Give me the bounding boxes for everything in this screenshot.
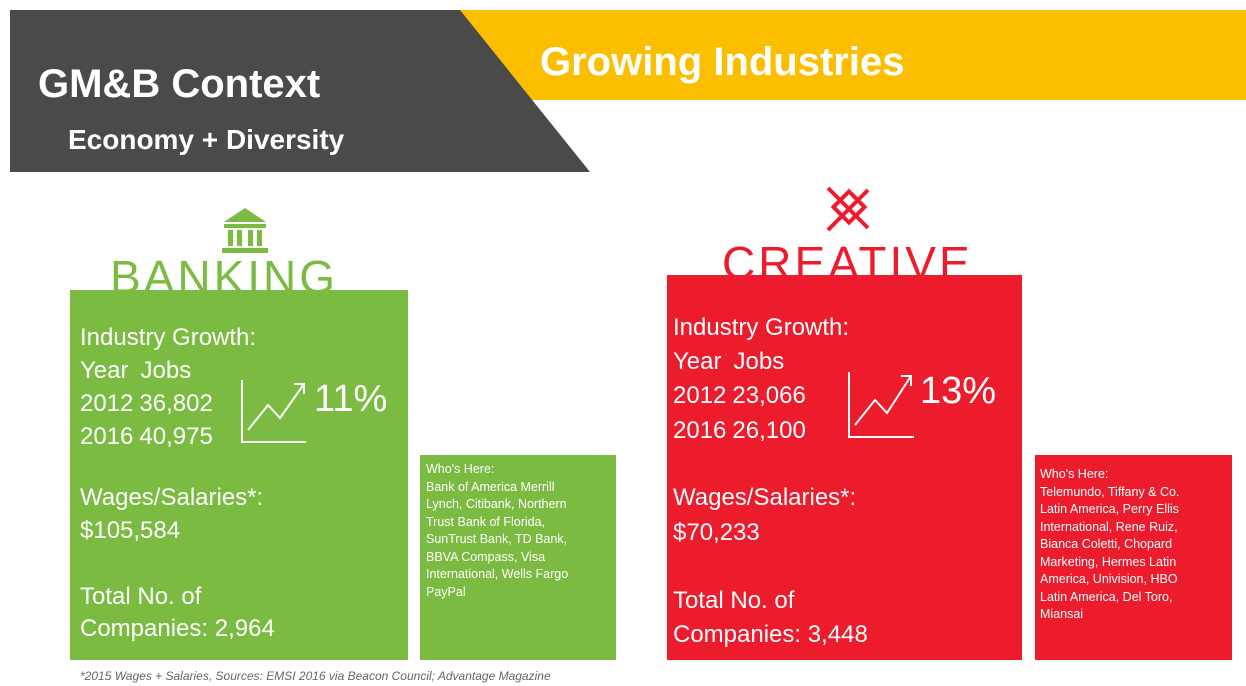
companies-line: Companies: 3,448: [673, 621, 868, 648]
whos-here-line: International, Rene Ruiz,: [1040, 519, 1178, 534]
companies-line: Companies: 2,964: [80, 615, 275, 642]
whos-here-line: BBVA Compass, Visa: [426, 549, 546, 564]
whos-here-line: Lynch, Citibank, Northern: [426, 497, 567, 511]
whos-here-line: Who's Here:: [426, 462, 495, 476]
wages: $105,584: [80, 517, 181, 544]
banking-growth-icon: [241, 380, 306, 443]
cell: 2016: [80, 423, 134, 450]
table-row: 2016 26,100: [673, 417, 806, 445]
wages-label: Wages/Salaries*:: [80, 484, 264, 511]
whos-here-line: America, Univision, HBO: [1040, 572, 1178, 586]
whos-here-line: PayPal: [426, 584, 466, 599]
cell: 2016: [673, 417, 727, 444]
whos-here-line: Marketing, Hermes Latin: [1040, 554, 1177, 569]
bank-icon: [222, 208, 268, 253]
cell: 2012: [80, 390, 134, 417]
table-row: 2012 23,066: [673, 382, 806, 410]
header-title: GM&B Context: [38, 62, 321, 106]
growth-percent: 11%: [314, 378, 388, 420]
growth-percent: 13%: [920, 370, 997, 412]
cell: Year: [673, 348, 722, 375]
whos-here: Who's Here: Telemundo, Tiffany & Co. Latin…: [1040, 466, 1179, 624]
header-subtitle: Economy + Diversity: [68, 124, 345, 155]
growth-label: Industry Growth:: [673, 314, 850, 341]
whos-here-line: Bank of America Merrill: [426, 479, 555, 494]
creative-growth-icon: [848, 372, 914, 438]
cell: 2012: [673, 382, 727, 409]
whos-here-line: Telemundo, Tiffany & Co.: [1040, 484, 1180, 499]
creative-whos-here-box: [1035, 455, 1232, 660]
cell: Jobs: [733, 348, 785, 375]
whos-here-line: SunTrust Bank, TD Bank,: [426, 532, 568, 546]
cell: Year: [80, 357, 129, 384]
table-row: 2016 40,975: [80, 423, 213, 451]
cell: 26,100: [732, 417, 806, 444]
creative-icon: [826, 186, 870, 232]
industry-name: CREATIVE: [722, 237, 973, 275]
whos-here-line: Latin America, Perry Ellis: [1040, 502, 1179, 516]
whos-here-line: Who's Here:: [1040, 467, 1109, 481]
yellow-banner: [460, 10, 1246, 100]
whos-here-line: Latin America, Del Toro,: [1040, 589, 1173, 604]
banner-title: Growing Industries: [540, 40, 905, 84]
wages: $70,233: [673, 519, 760, 546]
whos-here-line: Miansai: [1040, 607, 1084, 621]
banking-whos-here-box: [420, 455, 616, 660]
whos-here: Who's Here: Bank of America Merrill Lynch,…: [426, 461, 568, 601]
wages-label: Wages/Salaries*:: [673, 484, 857, 511]
banking-box: [70, 290, 408, 660]
growth-label: Industry Growth:: [80, 324, 257, 351]
cell: 40,975: [139, 423, 213, 450]
creative-box: [667, 275, 1022, 660]
footnote: *2015 Wages + Salaries, Sources: EMSI 20…: [80, 669, 551, 683]
grey-banner: [10, 10, 590, 172]
cell: Jobs: [140, 357, 192, 384]
table-row: 2012 36,802: [80, 390, 213, 418]
companies-line: Total No. of: [673, 587, 795, 614]
table-header: Year Jobs: [673, 348, 796, 376]
cell: 23,066: [732, 382, 806, 409]
cell: 36,802: [139, 390, 213, 417]
whos-here-line: Bianca Coletti, Chopard: [1040, 537, 1173, 551]
whos-here-line: International, Wells Fargo: [426, 567, 569, 581]
industry-name: BANKING: [110, 251, 339, 290]
table-header: Year Jobs: [80, 357, 203, 385]
whos-here-line: Trust Bank of Florida,: [426, 514, 546, 529]
companies-line: Total No. of: [80, 583, 202, 610]
